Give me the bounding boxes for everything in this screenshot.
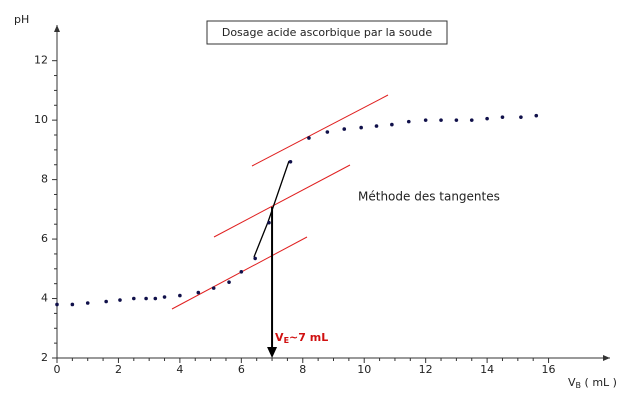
y-tick-label: 2: [41, 351, 48, 364]
x-axis-label: VB ( mL ): [568, 376, 617, 390]
data-point: [390, 122, 394, 127]
title-box: [206, 20, 448, 45]
data-point: [406, 119, 411, 124]
x-tick-label: 16: [542, 363, 556, 376]
data-point: [423, 118, 428, 122]
data-point: [85, 301, 90, 305]
data-point: [439, 118, 443, 122]
x-tick-label: 12: [419, 363, 433, 376]
y-tick-label: 12: [34, 54, 48, 67]
data-point: [162, 295, 167, 299]
y-tick-label: 10: [34, 113, 48, 126]
tangent-high: [251, 94, 389, 167]
data-point: [342, 127, 347, 131]
data-point: [178, 293, 182, 298]
x-tick-label: 8: [299, 363, 306, 376]
data-point: [144, 296, 148, 301]
x-axis-arrow: [603, 355, 610, 361]
y-tick-label: 6: [41, 232, 48, 245]
x-tick-label: 4: [176, 363, 183, 376]
data-point: [104, 299, 108, 304]
tangent-low: [171, 236, 308, 310]
data-point: [267, 220, 271, 225]
data-point: [469, 118, 474, 122]
data-point: [211, 286, 216, 290]
data-point: [519, 115, 523, 119]
data-point: [359, 125, 363, 130]
method-annotation: Méthode des tangentes: [358, 190, 500, 204]
data-point: [454, 118, 459, 122]
data-point: [485, 116, 489, 121]
tangent-middle: [213, 164, 351, 238]
y-axis-label: pH: [14, 13, 29, 26]
data-point: [253, 256, 257, 261]
equivalence-arrowhead: [267, 347, 278, 358]
x-tick-label: 10: [357, 363, 371, 376]
data-point: [196, 290, 201, 295]
data-point: [132, 296, 136, 301]
data-point: [500, 115, 505, 119]
x-tick-label: 14: [480, 363, 494, 376]
data-point: [153, 296, 158, 301]
y-axis-arrow: [54, 25, 60, 32]
x-tick-label: 0: [54, 363, 61, 376]
chart-title: Dosage acide ascorbique par la soude: [222, 26, 432, 39]
data-point: [325, 130, 330, 134]
data-point: [288, 159, 293, 164]
y-tick-label: 8: [41, 173, 48, 186]
data-point: [55, 302, 59, 307]
data-point: [70, 302, 75, 307]
data-point: [534, 113, 539, 118]
data-point: [227, 280, 231, 284]
data-point: [239, 269, 244, 274]
y-tick-label: 4: [41, 292, 48, 305]
data-point: [307, 136, 311, 140]
equivalence-label: VE~7 mL: [275, 331, 328, 345]
x-tick-label: 2: [115, 363, 122, 376]
data-point: [118, 298, 122, 302]
data-point: [374, 124, 379, 128]
x-tick-label: 6: [238, 363, 245, 376]
